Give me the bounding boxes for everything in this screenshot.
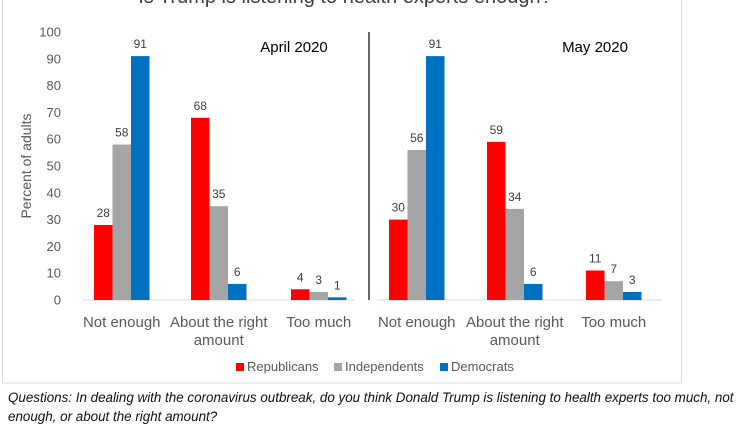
data-label: 58 xyxy=(115,126,129,140)
legend-label: Independents xyxy=(345,359,424,374)
data-label: 28 xyxy=(97,206,111,220)
panel-label: April 2020 xyxy=(260,39,328,56)
data-label: 30 xyxy=(392,201,406,215)
data-label: 34 xyxy=(508,190,522,204)
legend-label: Republicans xyxy=(247,359,319,374)
chart-title: Is Trump is listening to health experts … xyxy=(138,0,552,8)
bar-independents xyxy=(407,149,426,300)
data-label: 11 xyxy=(589,252,602,266)
data-label: 6 xyxy=(530,265,537,279)
data-label: 91 xyxy=(429,37,443,51)
y-axis-ticks: 0 10 20 30 40 50 60 70 80 90 100 xyxy=(39,25,61,308)
category-label: Not enough xyxy=(83,314,161,331)
bar-republicans xyxy=(291,289,310,300)
data-label: 6 xyxy=(234,265,241,279)
y-tick-label: 70 xyxy=(47,105,61,120)
data-label: 3 xyxy=(629,273,636,287)
bar-republicans xyxy=(487,141,506,300)
category-label: Not enough xyxy=(378,314,456,331)
y-tick-label: 60 xyxy=(47,132,61,147)
data-label: 68 xyxy=(194,99,208,113)
bar-independents xyxy=(505,208,524,300)
category-label: About the right amount xyxy=(466,314,564,349)
panel-1: April 2020 28 58 91 Not enough 68 35 6 About the… xyxy=(82,37,355,349)
legend-label: Democrats xyxy=(451,359,514,374)
data-label: 35 xyxy=(212,187,226,201)
bar-democrats xyxy=(426,56,445,301)
bar-independents xyxy=(604,281,623,300)
category-label: Too much xyxy=(286,314,351,331)
bar-democrats xyxy=(131,56,150,301)
category-label-line: About the right xyxy=(466,314,564,331)
bar-independents xyxy=(309,291,328,300)
category-label-line: Too much xyxy=(581,314,646,331)
data-label: 56 xyxy=(410,131,424,145)
bar-republicans xyxy=(586,270,605,300)
bar-independents xyxy=(112,144,131,300)
bar-republicans xyxy=(94,224,113,300)
y-tick-label: 0 xyxy=(54,293,61,308)
bar-republicans xyxy=(389,219,408,300)
category-label-line: About the right xyxy=(170,314,268,331)
category-label-line: amount xyxy=(490,332,541,349)
y-tick-label: 80 xyxy=(47,78,61,93)
category-label-line: amount xyxy=(194,332,245,349)
bar-democrats xyxy=(524,283,543,300)
y-tick-label: 100 xyxy=(39,25,61,40)
panel-2: May 2020 30 56 91 Not enough 59 34 6 About the r… xyxy=(377,37,662,349)
bar-democrats xyxy=(328,297,347,300)
category-label-line: Not enough xyxy=(378,314,456,331)
legend-swatch-democrats xyxy=(440,363,448,371)
chart-legend: Republicans Independents Democrats xyxy=(236,359,514,374)
category-label: Too much xyxy=(581,314,646,331)
category-label: About the right amount xyxy=(170,314,268,349)
bar-independents xyxy=(209,206,228,300)
data-label: 59 xyxy=(490,123,504,137)
y-tick-label: 30 xyxy=(47,212,61,227)
panel-label: May 2020 xyxy=(562,39,628,56)
y-tick-label: 20 xyxy=(47,239,61,254)
data-label: 91 xyxy=(134,37,148,51)
bar-democrats xyxy=(228,283,247,300)
y-tick-label: 50 xyxy=(47,159,61,174)
y-tick-label: 40 xyxy=(47,185,61,200)
data-label: 3 xyxy=(315,273,322,287)
data-label: 1 xyxy=(334,278,341,292)
chart-frame xyxy=(2,0,682,384)
legend-swatch-independents xyxy=(334,363,342,371)
bar-democrats xyxy=(623,291,642,300)
data-label: 4 xyxy=(297,270,304,284)
y-tick-label: 10 xyxy=(47,266,61,281)
data-label: 7 xyxy=(610,262,617,276)
category-label-line: Too much xyxy=(286,314,351,331)
question-caption: Questions: In dealing with the coronavir… xyxy=(8,390,734,424)
y-tick-label: 90 xyxy=(47,51,61,66)
category-label-line: Not enough xyxy=(83,314,161,331)
bar-republicans xyxy=(191,117,210,300)
legend-swatch-republicans xyxy=(236,363,244,371)
y-axis-label: Percent of adults xyxy=(18,113,34,218)
